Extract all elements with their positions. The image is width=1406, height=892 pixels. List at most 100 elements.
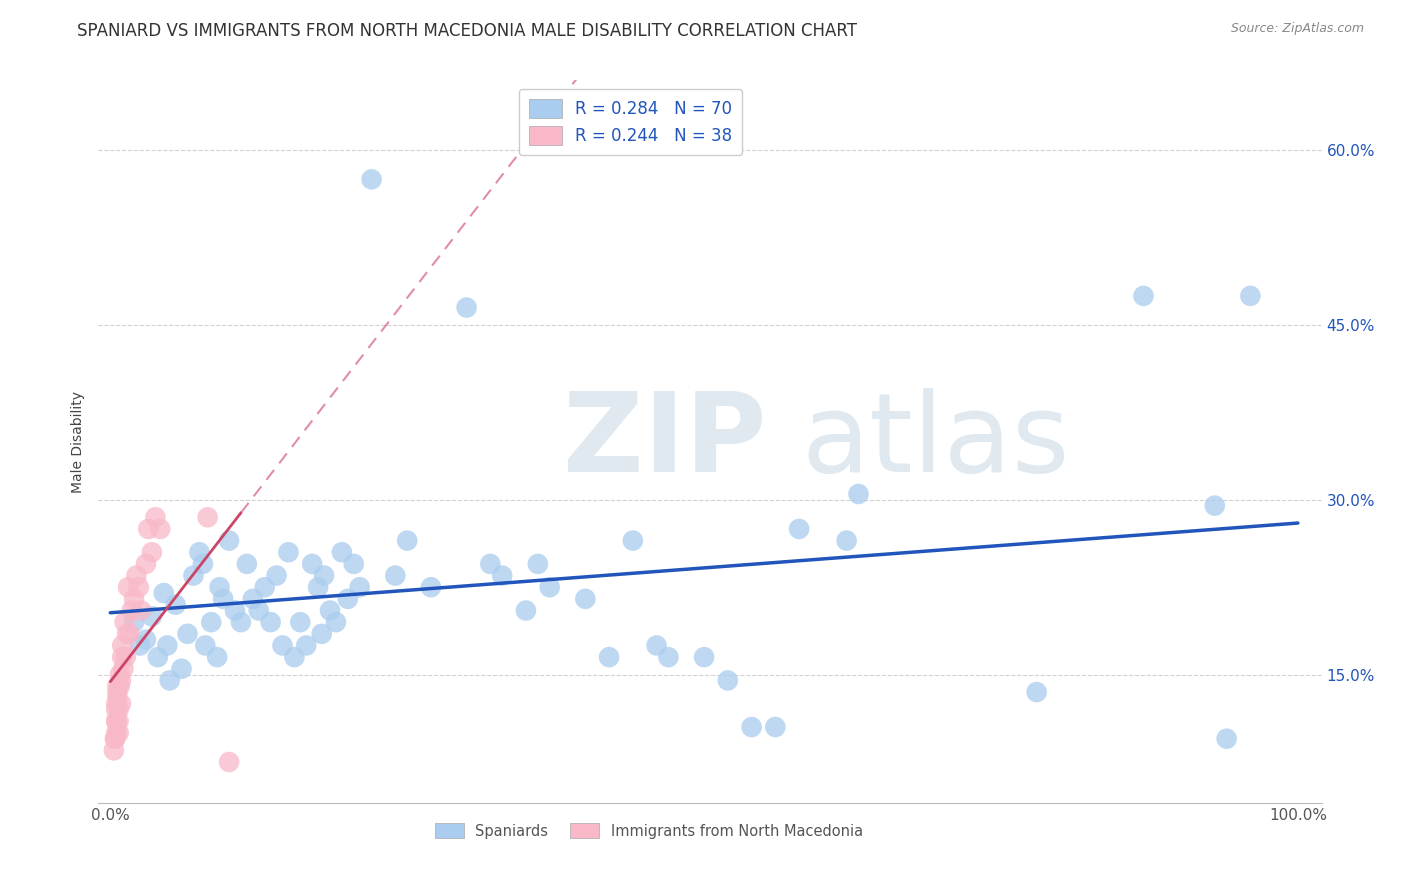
Point [114, 650, 136, 665]
Point [253, 580, 276, 594]
Point [763, 720, 786, 734]
Point [295, 639, 318, 653]
Point [218, 755, 240, 769]
Point [311, 627, 333, 641]
Point [105, 714, 128, 729]
Point [491, 568, 513, 582]
Point [271, 639, 294, 653]
Point [224, 603, 246, 617]
Point [360, 172, 382, 186]
Text: ZIP: ZIP [564, 388, 766, 495]
Point [266, 568, 288, 582]
Point [107, 702, 129, 716]
Point [110, 697, 132, 711]
Point [456, 301, 478, 315]
Point [200, 615, 222, 630]
Point [165, 598, 187, 612]
Point [135, 557, 157, 571]
Point [129, 639, 152, 653]
Point [136, 522, 159, 536]
Point [197, 510, 219, 524]
Point [515, 603, 537, 617]
Point [598, 650, 620, 665]
Point [111, 650, 134, 665]
Point [538, 580, 561, 594]
Point [191, 557, 214, 571]
Point [114, 615, 136, 630]
Point [159, 673, 181, 688]
Point [145, 510, 167, 524]
Point [420, 580, 443, 594]
Point [183, 568, 205, 582]
Point [129, 603, 152, 617]
Point [1132, 289, 1154, 303]
Point [156, 639, 179, 653]
Point [117, 580, 139, 594]
Point [128, 580, 150, 594]
Point [229, 615, 252, 630]
Point [122, 615, 145, 630]
Point [125, 568, 148, 582]
Point [107, 726, 129, 740]
Point [104, 731, 127, 746]
Point [645, 639, 668, 653]
Point [349, 580, 371, 594]
Point [325, 615, 347, 630]
Point [247, 603, 270, 617]
Point [152, 586, 174, 600]
Point [108, 679, 131, 693]
Point [105, 726, 128, 740]
Point [319, 603, 342, 617]
Point [105, 714, 128, 729]
Point [112, 662, 135, 676]
Point [176, 627, 198, 641]
Point [527, 557, 550, 571]
Point [141, 609, 163, 624]
Point [212, 591, 235, 606]
Point [170, 662, 193, 676]
Point [242, 591, 264, 606]
Point [336, 591, 359, 606]
Point [115, 627, 138, 641]
Point [105, 697, 128, 711]
Point [1239, 289, 1261, 303]
Point [741, 720, 763, 734]
Point [574, 591, 596, 606]
Point [693, 650, 716, 665]
Point [146, 650, 169, 665]
Point [290, 615, 312, 630]
Point [330, 545, 353, 559]
Point [121, 603, 143, 617]
Point [479, 557, 502, 571]
Point [141, 545, 163, 559]
Point [107, 679, 129, 693]
Point [110, 673, 132, 688]
Point [657, 650, 679, 665]
Point [208, 580, 231, 594]
Point [835, 533, 858, 548]
Point [218, 533, 240, 548]
Legend: Spaniards, Immigrants from North Macedonia: Spaniards, Immigrants from North Macedon… [427, 816, 870, 847]
Point [111, 639, 134, 653]
Point [384, 568, 406, 582]
Point [122, 591, 145, 606]
Point [259, 615, 281, 630]
Point [277, 545, 299, 559]
Point [188, 545, 211, 559]
Point [1025, 685, 1047, 699]
Point [118, 627, 141, 641]
Point [1215, 731, 1237, 746]
Point [103, 743, 125, 757]
Point [236, 557, 259, 571]
Point [848, 487, 870, 501]
Point [135, 632, 157, 647]
Point [396, 533, 419, 548]
Point [107, 690, 129, 705]
Point [307, 580, 329, 594]
Point [343, 557, 366, 571]
Point [105, 702, 128, 716]
Y-axis label: Male Disability: Male Disability [72, 391, 86, 492]
Text: SPANIARD VS IMMIGRANTS FROM NORTH MACEDONIA MALE DISABILITY CORRELATION CHART: SPANIARD VS IMMIGRANTS FROM NORTH MACEDO… [77, 22, 858, 40]
Point [1204, 499, 1226, 513]
Point [205, 650, 228, 665]
